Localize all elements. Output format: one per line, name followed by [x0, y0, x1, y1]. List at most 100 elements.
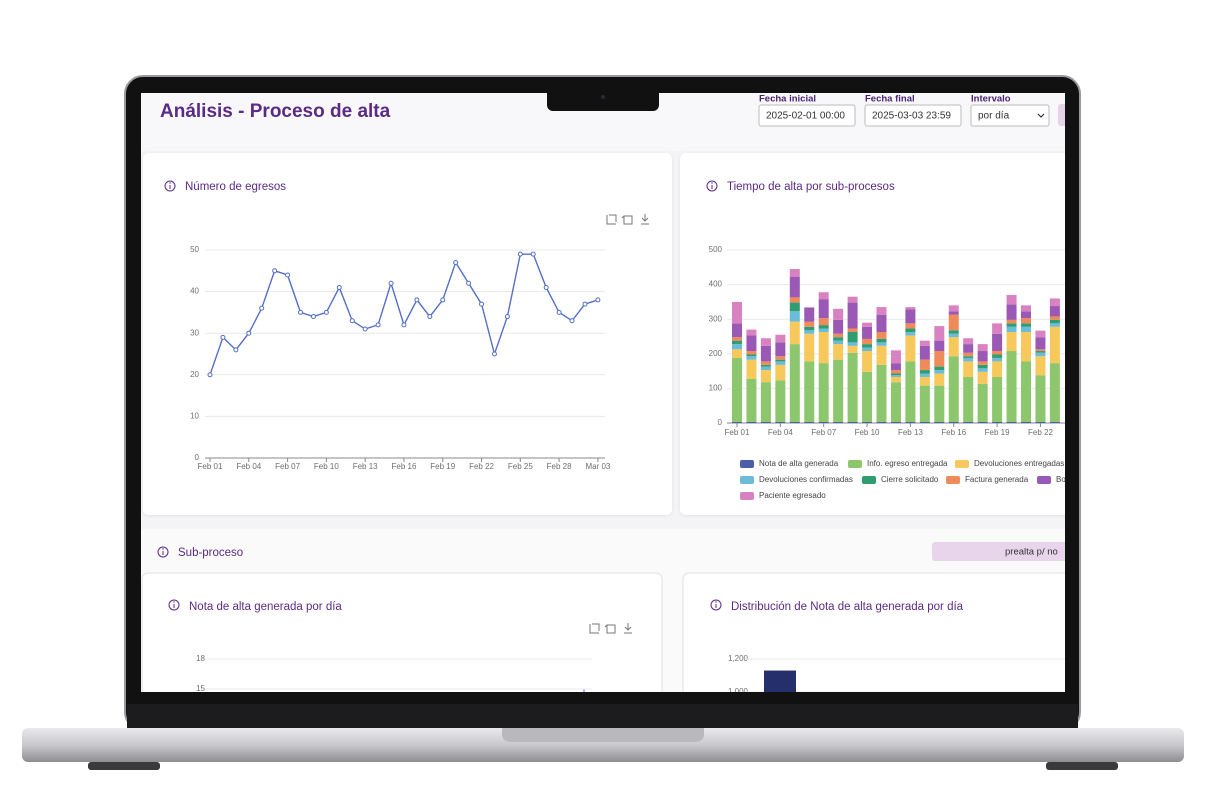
section-title: Sub-proceso: [178, 547, 243, 559]
bar-segment: [862, 338, 873, 345]
point: [259, 305, 265, 311]
point: [285, 272, 291, 278]
point: [427, 314, 433, 320]
info-icon[interactable]: [157, 546, 169, 558]
camera: [601, 95, 605, 99]
apply-button[interactable]: [1058, 104, 1078, 126]
point: [362, 326, 368, 332]
x-tick-label: Feb 19: [985, 428, 1010, 437]
info-icon[interactable]: [706, 180, 718, 192]
bar-segment: [905, 309, 916, 324]
bar-segment: [833, 333, 844, 338]
point: [569, 318, 575, 324]
bar-segment: [775, 334, 786, 343]
bar-segment: [732, 323, 742, 338]
bar-segment: [1049, 306, 1060, 317]
bar-segment: [775, 359, 786, 362]
bar-segment: [948, 337, 959, 357]
y-tick-label: 500: [709, 245, 723, 254]
bar-segment: [977, 383, 988, 422]
filter-pill[interactable]: [932, 542, 1082, 561]
bar-segment: [775, 380, 786, 422]
bar-segment: [1021, 305, 1031, 312]
bar-segment: [934, 351, 945, 367]
bar-segment: [977, 368, 988, 372]
bar-segment: [862, 322, 873, 327]
bar-segment: [862, 344, 873, 348]
bar-segment: [963, 356, 974, 358]
card: [143, 153, 672, 515]
bar-segment: [963, 352, 974, 357]
bar-segment: [789, 311, 800, 322]
bar-segment: [905, 421, 916, 423]
x-tick-label: Feb 10: [314, 462, 339, 471]
card-title: Distribución de Nota de alta generada po…: [731, 601, 964, 613]
bar-segment: [818, 292, 829, 300]
bar-segment: [876, 364, 887, 422]
bar-segment: [905, 361, 916, 422]
bar-segment: [833, 421, 844, 423]
bar-segment: [919, 421, 930, 423]
bar-segment: [804, 330, 815, 334]
bar-segment: [818, 332, 829, 364]
bar-segment: [948, 333, 959, 338]
y-tick-label: 0: [195, 453, 200, 462]
bar-segment: [919, 359, 930, 371]
bar-segment: [905, 307, 916, 310]
date-input[interactable]: [758, 104, 856, 127]
bar-segment: [919, 385, 930, 422]
bar-segment: [862, 421, 873, 423]
bar-segment: [847, 342, 858, 346]
bar-segment: [775, 364, 786, 381]
page-title: Análisis - Proceso de alta: [160, 101, 391, 122]
bar-segment: [804, 361, 815, 422]
bar-segment: [1006, 332, 1017, 352]
bar-segment: [1035, 330, 1046, 338]
bar-segment: [847, 328, 858, 333]
bar-segment: [746, 356, 757, 360]
card-title: Tiempo de alta por sub-procesos: [727, 181, 895, 193]
bar-segment: [905, 328, 916, 333]
field-value: por día: [978, 111, 1010, 122]
legend-swatch: [1037, 476, 1051, 484]
bar-segment: [1035, 349, 1046, 352]
bar-segment: [963, 376, 974, 422]
bar-segment: [1049, 319, 1060, 324]
interval-select[interactable]: [970, 104, 1050, 127]
date-input[interactable]: [864, 104, 962, 127]
bar-segment: [775, 421, 786, 423]
bar-segment: [862, 351, 873, 372]
x-tick-label: Feb 22: [469, 462, 494, 471]
y-tick-label: 18: [196, 654, 205, 663]
bar-segment: [1021, 421, 1031, 423]
chart-toolbar[interactable]: [589, 214, 649, 634]
bar-segment: [890, 350, 901, 364]
legend-label: Info. egreso entregada: [867, 459, 948, 468]
bar-segment: [1006, 421, 1017, 423]
bar-segment: [890, 363, 901, 371]
point: [595, 297, 601, 303]
legend-label: Paciente egresado: [759, 491, 826, 500]
x-tick-label: Feb 01: [725, 428, 750, 437]
info-icon[interactable]: [168, 599, 180, 611]
bar-segment: [1049, 316, 1060, 320]
x-tick-label: Feb 16: [941, 428, 966, 437]
card: [682, 572, 1065, 692]
bar-segment: [890, 375, 901, 377]
info-icon[interactable]: [164, 180, 176, 192]
y-tick-label: 1,000: [728, 687, 749, 696]
bar-segment: [862, 326, 873, 339]
bar-segment: [963, 344, 974, 353]
x-tick-label: Feb 04: [236, 462, 261, 471]
bar-segment: [1006, 326, 1017, 333]
legend-swatch: [740, 476, 754, 484]
bar-segment: [992, 421, 1003, 423]
x-tick-label: Feb 19: [430, 462, 455, 471]
info-icon[interactable]: [710, 599, 722, 611]
bar-segment: [934, 340, 945, 352]
bar-segment: [760, 345, 771, 362]
filter-text: prealta p/ no: [1005, 547, 1058, 558]
bar-segment: [992, 323, 1003, 334]
x-tick-label: Feb 28: [547, 462, 572, 471]
bar-segment: [833, 359, 844, 422]
